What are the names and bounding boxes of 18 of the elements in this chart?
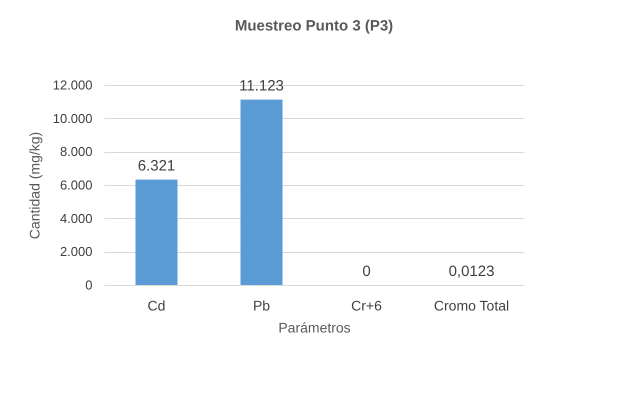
y-tick-label: 2.000: [60, 244, 92, 260]
data-label: 0: [362, 263, 371, 280]
x-axis-title: Parámetros: [278, 320, 351, 336]
data-label: 6.321: [138, 158, 176, 175]
chart-title: Muestreo Punto 3 (P3): [234, 18, 394, 35]
y-tick-label: 12.000: [52, 78, 92, 92]
y-tick-label: 8.000: [60, 144, 92, 160]
x-tick-label: Pb: [252, 298, 270, 314]
y-tick-label: 6.000: [60, 178, 92, 192]
y-tick-label: 0: [85, 278, 92, 292]
x-tick-label: Cd: [148, 298, 166, 314]
y-tick-label: 4.000: [60, 210, 92, 226]
data-label: 0,0123: [448, 263, 494, 280]
x-tick-label: Cr+6: [351, 298, 382, 314]
data-label: 11.123: [239, 78, 284, 95]
x-tick-label: Cromo Total: [434, 298, 510, 314]
y-axis-title: Cantidad (mg/kg): [26, 132, 43, 240]
y-tick-label: 10.000: [52, 110, 92, 126]
